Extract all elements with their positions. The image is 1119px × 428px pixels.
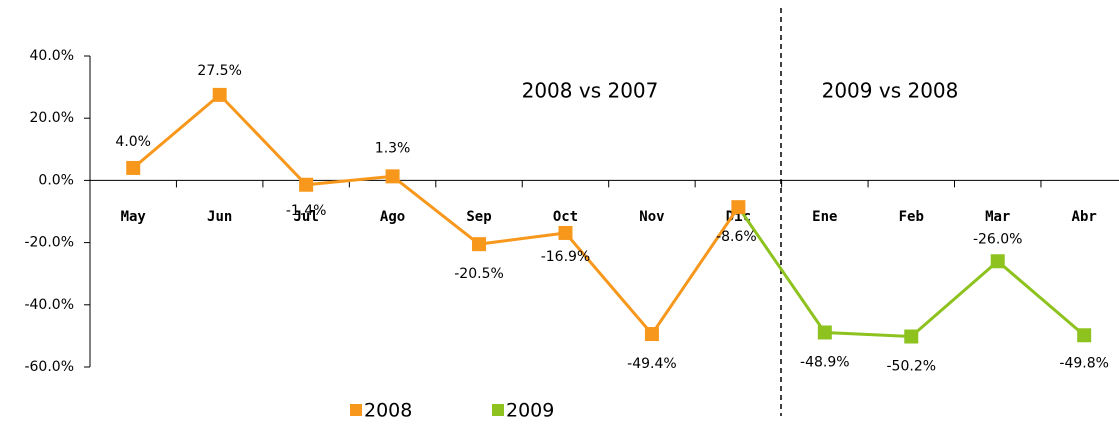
- legend-label: 2008: [364, 400, 412, 422]
- y-tick-label: -40.0%: [24, 297, 74, 313]
- x-tick-label: Jul: [293, 209, 318, 225]
- marker: [817, 325, 832, 340]
- marker: [299, 177, 314, 192]
- data-label: -49.8%: [1059, 355, 1109, 371]
- data-label: 27.5%: [197, 63, 241, 79]
- data-label: -50.2%: [887, 359, 937, 375]
- data-label: -26.0%: [973, 231, 1023, 247]
- marker: [385, 169, 400, 184]
- data-label: -49.4%: [627, 356, 677, 372]
- legend-swatch: [492, 404, 504, 416]
- marker: [558, 225, 573, 240]
- x-tick-label: Mar: [985, 209, 1010, 225]
- marker: [904, 329, 919, 344]
- marker: [1077, 328, 1092, 343]
- x-tick-label: Ago: [380, 209, 405, 225]
- data-label: -8.6%: [716, 229, 757, 245]
- annotation: 2009 vs 2008: [822, 79, 959, 103]
- marker: [990, 254, 1005, 269]
- x-tick-label: Oct: [553, 209, 578, 225]
- data-label: 4.0%: [115, 134, 151, 150]
- marker: [644, 327, 659, 342]
- y-tick-label: -20.0%: [24, 235, 74, 251]
- annotation: 2008 vs 2007: [522, 79, 659, 103]
- legend-label: 2009: [506, 400, 554, 422]
- x-tick-label: May: [121, 209, 147, 225]
- marker: [731, 200, 746, 215]
- data-label: -16.9%: [541, 249, 591, 265]
- x-tick-label: Sep: [466, 209, 491, 225]
- x-tick-label: Jun: [207, 209, 232, 225]
- y-tick-label: -60.0%: [24, 359, 74, 375]
- data-label: -20.5%: [454, 266, 504, 282]
- y-tick-label: 0.0%: [38, 172, 74, 188]
- x-tick-label: Feb: [899, 209, 924, 225]
- y-tick-label: 20.0%: [30, 110, 74, 126]
- marker: [126, 160, 141, 175]
- series-line: [132, 92, 740, 337]
- x-tick-label: Ene: [812, 209, 837, 225]
- legend-swatch: [350, 404, 362, 416]
- x-tick-label: Abr: [1072, 209, 1097, 225]
- series-line: [737, 206, 1086, 339]
- data-label: 1.3%: [375, 140, 411, 156]
- marker: [212, 87, 227, 102]
- y-tick-label: 40.0%: [30, 48, 74, 64]
- data-label: -1.4%: [286, 203, 327, 219]
- x-tick-label: Nov: [639, 209, 664, 225]
- marker: [472, 237, 487, 252]
- data-label: -48.9%: [800, 354, 850, 370]
